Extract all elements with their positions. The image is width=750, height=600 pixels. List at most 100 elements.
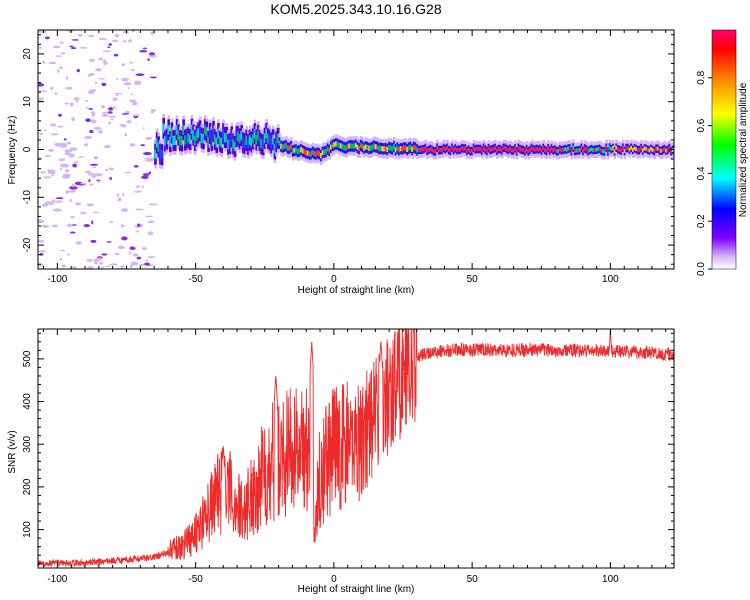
spectrogram-signal-core	[371, 144, 375, 150]
spectrogram-signal-core	[391, 146, 394, 152]
spectrogram-signal-core	[656, 146, 660, 151]
spectrogram-noise-speckle	[75, 202, 81, 206]
spectrogram-signal-core	[467, 147, 471, 152]
spectrogram-signal-core	[509, 146, 512, 151]
spectrogram-signal-core	[232, 139, 235, 149]
spectrogram-noise-speckle	[129, 99, 133, 103]
spectrogram-noise-speckle	[60, 167, 63, 171]
spectrogram-signal-core	[539, 147, 542, 151]
spectrogram-noise-speckle	[121, 193, 125, 197]
spectrogram-signal-core	[243, 138, 247, 149]
spectrogram-signal-core	[290, 144, 293, 150]
spectrogram-noise-speckle	[88, 34, 95, 38]
spectrogram-signal-core	[263, 133, 267, 143]
spectrogram-signal-core	[225, 132, 229, 143]
spectrogram-noise-speckle	[54, 142, 62, 147]
spectrogram-signal-core	[446, 145, 449, 150]
spectrogram-signal-core	[339, 143, 343, 149]
spectrogram-noise-speckle	[71, 117, 76, 121]
spectrogram-noise-speckle	[114, 92, 123, 95]
spectrogram-signal-core	[452, 148, 456, 153]
spectrogram-noise-speckle	[59, 257, 62, 261]
spectrogram-signal-core	[454, 146, 458, 151]
spectrogram-signal-core	[436, 145, 439, 150]
spectrogram-signal-core	[271, 135, 275, 145]
spectrogram-signal-core	[261, 140, 265, 150]
spectrogram-signal-core	[416, 147, 419, 153]
spectrogram-signal-core	[532, 147, 536, 152]
spectrogram-noise-speckle	[51, 174, 54, 177]
spectrogram-noise-speckle	[145, 136, 153, 140]
spectrogram-noise-speckle	[107, 111, 113, 114]
spectrogram-signal-core	[326, 146, 330, 152]
spectrogram-x-ticks: -100 -50 0 50 100	[43, 30, 667, 285]
spectrogram-noise-speckle	[89, 119, 97, 124]
spectrogram-signal-core	[338, 142, 341, 148]
spectrogram-noise-speckle	[101, 113, 109, 117]
colorbar-tick-label: 0.6	[696, 118, 707, 132]
spectrogram-signal-core	[641, 148, 645, 153]
spectrogram-noise-speckle	[38, 240, 45, 243]
snr-x-tick-label: 100	[602, 574, 619, 585]
spectrogram-noise-speckle	[108, 115, 117, 118]
spectrogram-signal-core	[220, 137, 224, 148]
spectrogram-signal-core	[198, 126, 202, 136]
spectrogram-noise-speckle	[136, 256, 142, 260]
spectrogram-signal-core	[169, 136, 172, 147]
spectrogram-signal-core	[563, 147, 567, 152]
spectrogram-noise-speckle	[113, 53, 119, 57]
spectrogram-signal-core	[505, 147, 509, 152]
figure-title: KOM5.2025.343.10.16.G28	[270, 1, 441, 17]
spectrogram-noise-speckle	[42, 60, 46, 64]
spectrogram-noise-speckle	[98, 130, 103, 134]
spectrogram-noise-speckle	[135, 185, 141, 188]
spectrogram-noise-speckle	[87, 172, 96, 176]
spectrogram-signal-core	[490, 147, 494, 152]
spectrogram-signal-core	[363, 145, 366, 151]
spectrogram-signal-core	[303, 149, 307, 155]
spectrogram-noise-speckle	[108, 43, 112, 46]
spectrogram-noise-speckle	[44, 129, 48, 132]
spectrogram-signal-core	[296, 148, 300, 155]
spectrogram-noise-speckle	[120, 77, 130, 82]
spectrogram-signal-core	[295, 147, 298, 153]
spectrogram-noise-speckle	[124, 133, 128, 137]
spectrogram-noise-speckle	[98, 37, 108, 40]
spectrogram-noise-speckle	[69, 216, 75, 219]
spectrogram-signal-core	[585, 147, 589, 152]
spectrogram-signal-core	[469, 149, 472, 154]
spectrogram-signal-core	[499, 147, 502, 152]
snr-x-tick-label: 50	[467, 574, 479, 585]
spectrogram-signal-core	[315, 151, 318, 157]
spectrogram-signal-core	[615, 145, 618, 150]
spectrogram-signal-core	[215, 137, 219, 148]
spectrogram-signal-core	[379, 145, 383, 151]
spectrogram-signal-core	[648, 148, 652, 153]
spectrogram-signal-core	[316, 150, 320, 156]
spectrogram-noise-speckle	[117, 245, 125, 250]
spectrogram-signal-core	[175, 125, 179, 135]
spectrogram-signal-core	[195, 131, 199, 141]
spectrogram-noise-speckle	[127, 87, 131, 90]
spectrogram-signal-core	[497, 147, 501, 152]
spectrogram-signal-core	[617, 147, 620, 152]
spectrogram-noise-speckle	[112, 97, 118, 102]
spectrogram-signal-core	[242, 137, 245, 148]
spectrogram-noise-speckle	[68, 190, 76, 193]
spectrogram-signal-core	[522, 148, 526, 152]
spectrogram-noise-speckle	[44, 36, 50, 40]
spectrogram-signal-core	[197, 128, 200, 138]
spectrogram-signal-core	[396, 145, 399, 151]
spectrogram-signal-core	[311, 149, 315, 155]
spectrogram-noise-speckle	[74, 161, 79, 163]
spectrogram-noise-speckle	[133, 165, 139, 168]
spectrogram-signal-core	[374, 144, 378, 150]
spectrogram-signal-core	[154, 149, 157, 159]
colorbar-tick-label: 0.2	[696, 214, 707, 228]
spectrogram-signal-core	[598, 146, 602, 151]
spectrogram-signal-core	[482, 145, 486, 150]
spectrogram-signal-core	[285, 143, 288, 149]
spectrogram-signal-core	[487, 146, 491, 151]
